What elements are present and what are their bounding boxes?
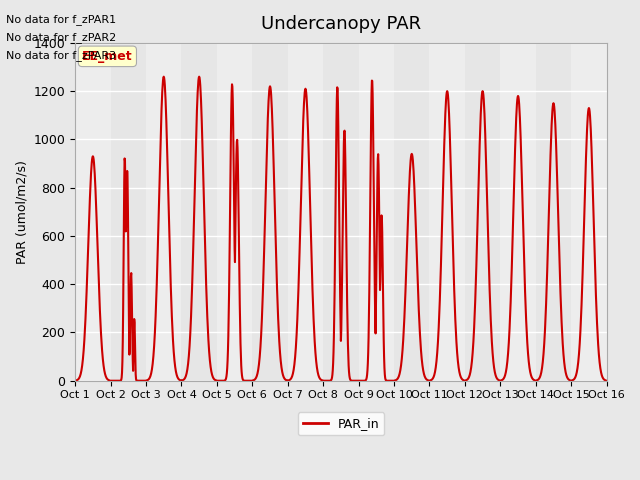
- Bar: [111, 43, 146, 381]
- Bar: [465, 43, 500, 381]
- Text: EE_met: EE_met: [82, 50, 132, 63]
- Text: No data for f_zPAR1: No data for f_zPAR1: [6, 13, 116, 24]
- Bar: [500, 43, 536, 381]
- Y-axis label: PAR (umol/m2/s): PAR (umol/m2/s): [15, 160, 28, 264]
- Title: Undercanopy PAR: Undercanopy PAR: [261, 15, 421, 33]
- Bar: [571, 43, 607, 381]
- Text: No data for f_zPAR2: No data for f_zPAR2: [6, 32, 116, 43]
- Bar: [75, 43, 111, 381]
- Bar: [323, 43, 358, 381]
- Text: No data for f_zPAR3: No data for f_zPAR3: [6, 50, 116, 61]
- Bar: [358, 43, 394, 381]
- Bar: [146, 43, 182, 381]
- Bar: [217, 43, 252, 381]
- Bar: [536, 43, 571, 381]
- Bar: [182, 43, 217, 381]
- Bar: [394, 43, 429, 381]
- Bar: [429, 43, 465, 381]
- Legend: PAR_in: PAR_in: [298, 412, 384, 435]
- Bar: [252, 43, 288, 381]
- Bar: [288, 43, 323, 381]
